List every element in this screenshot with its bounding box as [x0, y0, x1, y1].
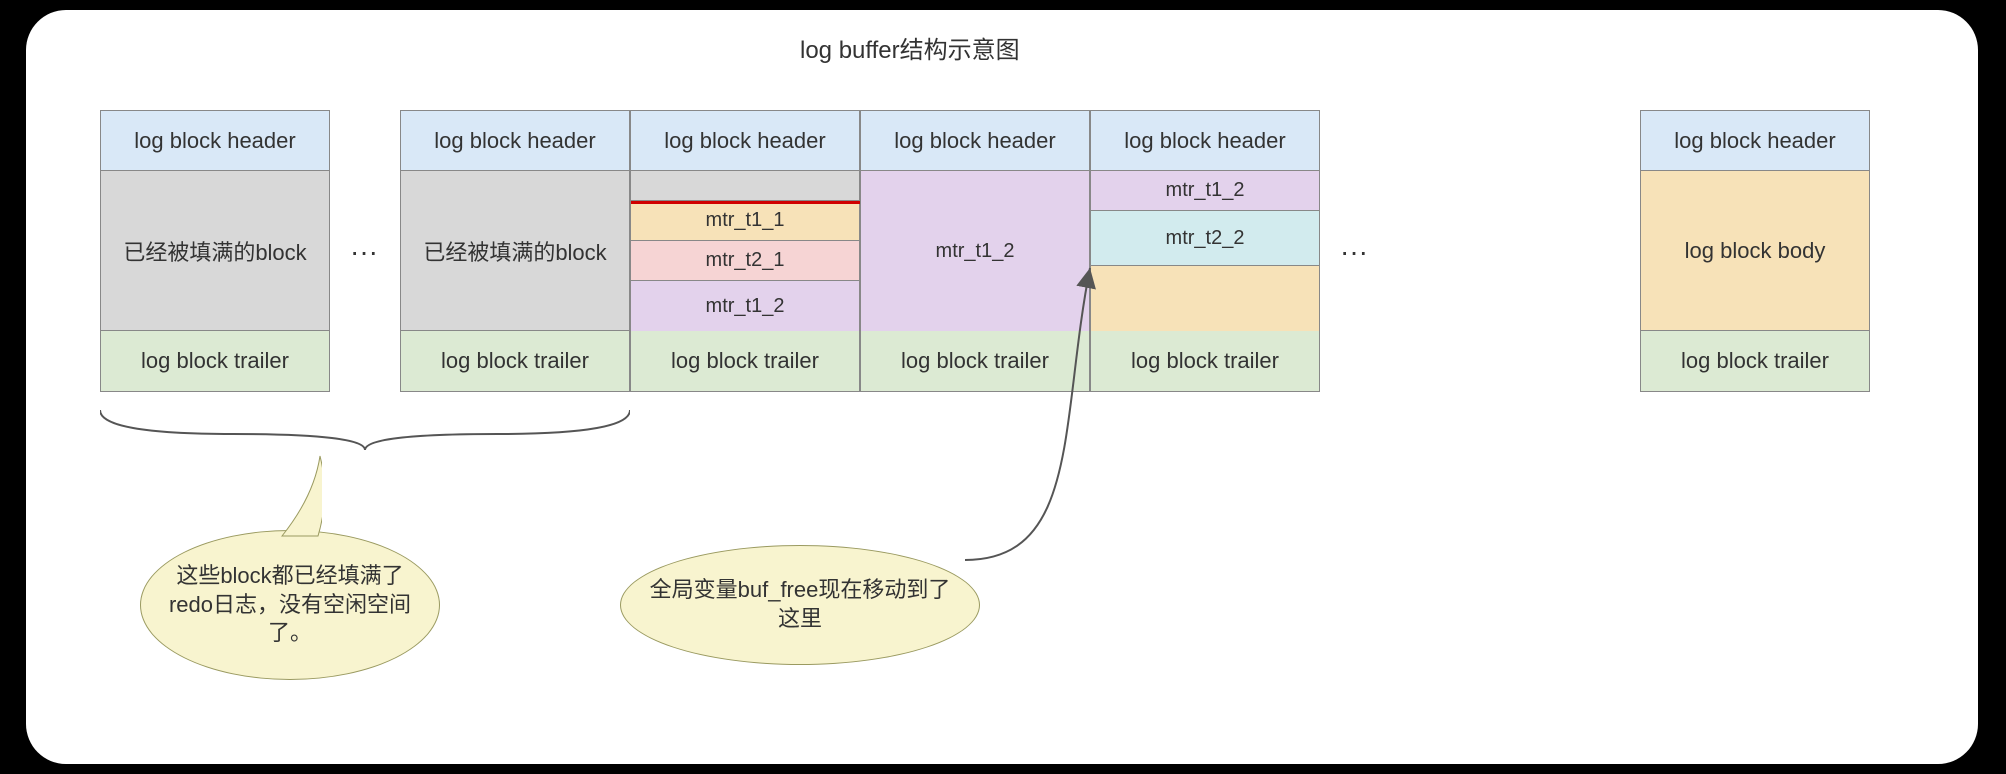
- log-block-1: log block header已经被填满的blocklog block tra…: [100, 110, 330, 392]
- mtr_t2_2-row: mtr_t2_2: [1091, 211, 1319, 266]
- callout-right-text: 全局变量buf_free现在移动到了这里: [645, 576, 955, 633]
- log-block-5: log block headermtr_t1_2mtr_t2_2log bloc…: [1090, 110, 1320, 392]
- log-block-body: mtr_t1_1mtr_t2_1mtr_t1_2: [631, 171, 859, 331]
- mtr_t1_2-row: mtr_t1_2: [1091, 171, 1319, 211]
- log-block-trailer-cell: log block trailer: [1641, 331, 1869, 391]
- log-block-body: mtr_t1_2mtr_t2_2: [1091, 171, 1319, 331]
- mtr_t1_2-row: mtr_t1_2: [631, 281, 859, 331]
- empty-row: [631, 171, 859, 201]
- log-block-header-cell: log block header: [101, 111, 329, 171]
- log-block-header-cell: log block header: [631, 111, 859, 171]
- arrow-icon: [955, 258, 1100, 570]
- log-block-trailer-cell: log block trailer: [631, 331, 859, 391]
- log-block-header-cell: log block header: [1641, 111, 1869, 171]
- 已经被填满的block-cell: 已经被填满的block: [101, 171, 329, 331]
- log-block-header-cell: log block header: [1091, 111, 1319, 171]
- callout-left: 这些block都已经填满了redo日志，没有空闲空间了。: [140, 530, 440, 680]
- log-block-trailer-cell: log block trailer: [101, 331, 329, 391]
- log-block-header-cell: log block header: [861, 111, 1089, 171]
- ellipsis-1: ···: [350, 236, 378, 268]
- log-block-2: log block header已经被填满的blocklog block tra…: [400, 110, 630, 392]
- callout-right: 全局变量buf_free现在移动到了这里: [620, 545, 980, 665]
- diagram-canvas: log buffer结构示意图 log block header已经被填满的bl…: [0, 0, 2006, 774]
- callout-left-text: 这些block都已经填满了redo日志，没有空闲空间了。: [165, 562, 415, 648]
- log-block-header-cell: log block header: [401, 111, 629, 171]
- log-block-body-cell: log block body: [1641, 171, 1869, 331]
- log-block-trailer-cell: log block trailer: [401, 331, 629, 391]
- log-block-trailer-cell: log block trailer: [1091, 331, 1319, 391]
- mtr_t2_1-row: mtr_t2_1: [631, 241, 859, 281]
- redline: [631, 201, 861, 204]
- empty-row: [1091, 266, 1319, 331]
- ellipsis-2: ···: [1340, 236, 1368, 268]
- callout-left-tail: [278, 454, 322, 538]
- log-block-3: log block headermtr_t1_1mtr_t2_1mtr_t1_2…: [630, 110, 860, 392]
- diagram-title: log buffer结构示意图: [800, 30, 1020, 65]
- brace-icon: [100, 410, 630, 470]
- 已经被填满的block-cell: 已经被填满的block: [401, 171, 629, 331]
- log-block-6: log block headerlog block bodylog block …: [1640, 110, 1870, 392]
- mtr_t1_1-row: mtr_t1_1: [631, 201, 859, 241]
